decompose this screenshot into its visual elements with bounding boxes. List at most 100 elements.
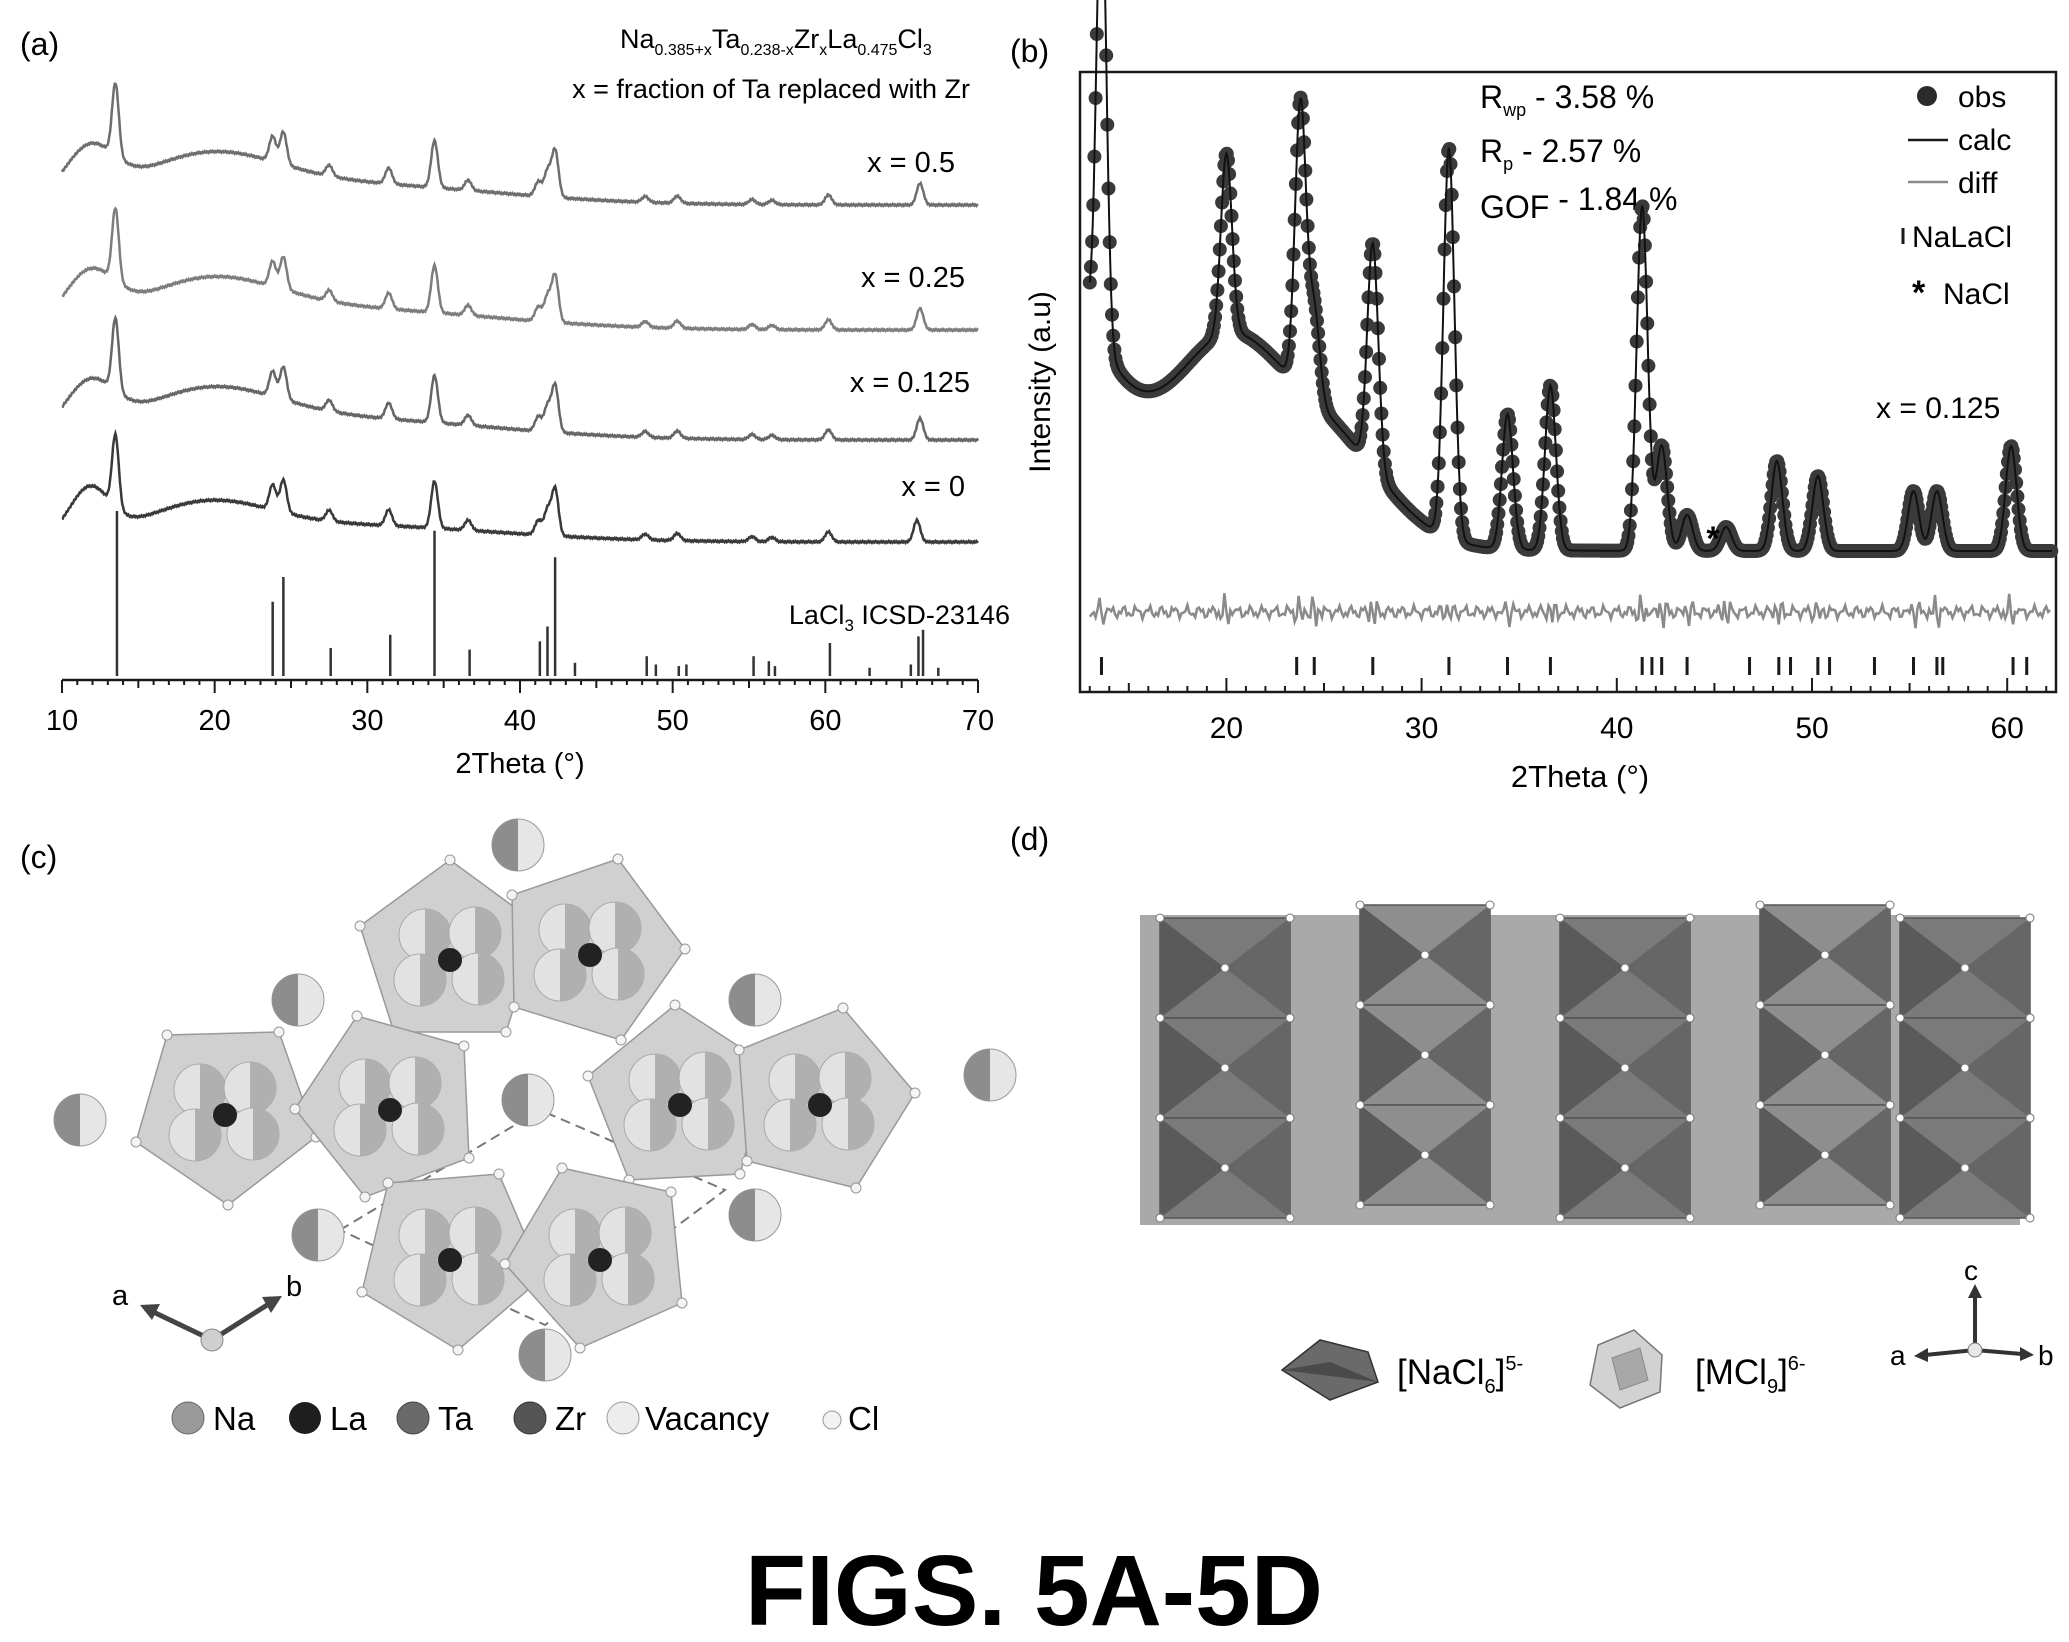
cl-vertex (2025, 1113, 2035, 1123)
na-atom-half (420, 1254, 446, 1306)
cl-atom (574, 1342, 586, 1354)
na-atom-half (195, 1109, 221, 1161)
tick-label-b: 30 (1405, 712, 1438, 745)
cl-vertex (1155, 1113, 1165, 1123)
panel-c-crystal-structure (53, 818, 1017, 1382)
cl-atom (556, 1162, 568, 1174)
legend-la: La (330, 1400, 367, 1437)
cl-vertex (1685, 1213, 1695, 1223)
axis-b-head (262, 1296, 282, 1313)
cl-vertex (1755, 1000, 1765, 1010)
octahedron-face (1965, 1018, 2030, 1118)
na-atom-half (478, 953, 504, 1005)
cl-atom (909, 1087, 921, 1099)
cl-atom (506, 889, 518, 901)
cl-vertex (2025, 1213, 2035, 1223)
cl-vertex (1155, 913, 1165, 923)
cl-vertex (1155, 1013, 1165, 1023)
la-atom (668, 1093, 692, 1117)
cl-vertex (1960, 1063, 1970, 1073)
cl-atom (222, 1199, 234, 1211)
cl-vertex (2025, 913, 2035, 923)
cl-atom (289, 1103, 301, 1115)
na-atom-half (848, 1098, 874, 1150)
panel-a-label: (a) (20, 26, 59, 62)
cl-atom (741, 1155, 753, 1167)
cl-vertex (1355, 900, 1365, 910)
na-site-shade (519, 1329, 545, 1381)
panel-c-legend: Na La Ta Zr Vacancy Cl (171, 1400, 879, 1437)
panel-a-formula: Na0.385+xTa0.238-xZrxLa0.475Cl3 (620, 24, 932, 59)
cl-vertex (1895, 1213, 1905, 1223)
cl-vertex (1620, 963, 1630, 973)
cl-vertex (1885, 900, 1895, 910)
na-atom-half (478, 1253, 504, 1305)
panel-b-xlabel: 2Theta (°) (1511, 759, 1649, 794)
octahedron-face (1425, 1105, 1490, 1205)
octahedron-face (1360, 1105, 1425, 1205)
na-atom-half (705, 1052, 731, 1104)
na-atom-half (575, 1209, 601, 1261)
na-atom-half (655, 1054, 681, 1106)
na-atom-half (420, 954, 446, 1006)
tick-label-b: 50 (1795, 712, 1828, 745)
cl-atom (444, 854, 456, 866)
cl-atom (615, 1034, 627, 1046)
tick-label-a: 20 (199, 705, 231, 737)
tick-label-a: 30 (351, 705, 383, 737)
na-atom-half (365, 1059, 391, 1111)
octahedron-face (1560, 1018, 1625, 1118)
legend-mcl9-face (1611, 1347, 1649, 1391)
octahedron-face (1965, 1118, 2030, 1218)
panel-c: (c) a b Na La Ta Zr Vacancy Cl (20, 818, 1017, 1437)
octahedron-face (1425, 1005, 1490, 1105)
cl-vertex (1685, 1013, 1695, 1023)
stat-gof: GOF - 1.84 % (1480, 181, 1677, 225)
cl-vertex (1555, 1213, 1565, 1223)
cl-vertex (1355, 1200, 1365, 1210)
cl-atom (161, 1029, 173, 1041)
octahedron-face (1425, 905, 1490, 1005)
na-atom-half (250, 1062, 276, 1114)
cl-vertex (1420, 1150, 1430, 1160)
octahedron-face (1160, 1018, 1225, 1118)
cl-vertex (1485, 1100, 1495, 1110)
axis-a-head (140, 1304, 160, 1320)
la-atom (378, 1098, 402, 1122)
na-atom-half (795, 1054, 821, 1106)
cl-atom (499, 1258, 511, 1270)
octahedron-face (1900, 918, 1965, 1018)
series-label-x-0-25: x = 0.25 (861, 262, 965, 294)
axis-c-head (1968, 1284, 1982, 1298)
octahedron-face (1825, 1105, 1890, 1205)
panel-d-polyhedra (1140, 900, 2035, 1225)
la-atom (578, 943, 602, 967)
na-site-shade (729, 974, 755, 1026)
octahedron-face (1825, 905, 1890, 1005)
trace-3 (61, 314, 980, 444)
series-label-x-0: x = 0 (901, 471, 965, 503)
tick-label-a: 40 (504, 705, 536, 737)
na-site-shade (492, 819, 518, 871)
series-label-x-0-125: x = 0.125 (850, 367, 970, 399)
axis-origin-d (1967, 1342, 1983, 1358)
cl-vertex (1285, 913, 1295, 923)
cl-vertex (1885, 1200, 1895, 1210)
legend-nacl6-face (1282, 1362, 1378, 1382)
na-atom-half (618, 948, 644, 1000)
octahedron-face (1360, 1005, 1425, 1105)
axis-a-label-d: a (1890, 1340, 1906, 1371)
cl-atom (582, 1070, 594, 1082)
legend-zr: Zr (555, 1400, 586, 1437)
na-atom-half (253, 1108, 279, 1160)
octahedron-face (1560, 918, 1625, 1018)
series-label-x-0-5: x = 0.5 (867, 147, 955, 179)
cl-vertex (1685, 913, 1695, 923)
cl-vertex (1220, 1163, 1230, 1173)
legend-ta-sphere (396, 1401, 430, 1435)
na-site-shade (54, 1094, 80, 1146)
stat-rp: Rp - 2.57 % (1480, 133, 1641, 174)
octahedron-face (1360, 905, 1425, 1005)
cl-vertex (1155, 1213, 1165, 1223)
